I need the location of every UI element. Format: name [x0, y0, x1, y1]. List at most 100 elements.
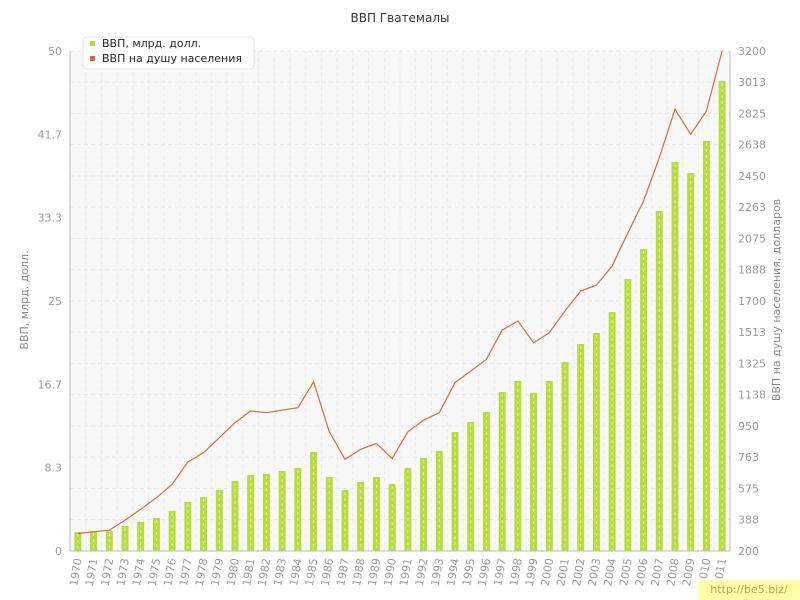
bar-1987 [341, 490, 349, 551]
legend-swatch-gdp [90, 41, 95, 46]
right-tick-label: 575 [738, 483, 759, 496]
right-tick-label: 3200 [738, 45, 766, 58]
bar-1973 [121, 526, 129, 551]
x-tick-label: 1983 [271, 557, 289, 587]
bar-1991 [404, 468, 412, 551]
chart-title: ВВП Гватемалы [351, 11, 450, 25]
right-tick-label: 200 [738, 545, 759, 558]
right-tick-label: 388 [738, 514, 759, 527]
left-tick-label: 41.7 [38, 128, 63, 141]
x-tick-label: 1979 [209, 557, 227, 587]
x-tick-label: 1985 [303, 557, 321, 587]
x-tick-label: 1989 [366, 557, 384, 587]
right-tick-label: 1700 [738, 295, 766, 308]
bar-2010 [702, 141, 710, 551]
x-tick-label: 1999 [523, 557, 541, 587]
x-tick-label: 1973 [114, 557, 132, 587]
legend-swatch-per-capita [90, 56, 95, 61]
left-tick-label: 8.3 [45, 462, 63, 475]
right-tick-label: 3013 [738, 76, 766, 89]
x-tick-label: 1993 [429, 557, 447, 587]
x-tick-label: 1980 [224, 557, 242, 587]
x-tick-label: 1974 [130, 557, 148, 587]
x-tick-label: 1986 [319, 557, 337, 587]
x-tick-label: 1990 [381, 557, 399, 587]
bar-1998 [514, 381, 522, 551]
x-tick-label: 2010 [696, 557, 714, 587]
bar-1977 [184, 502, 192, 551]
right-axis-ticks: 200 388 575 763 950 1138 1325 1513 1700 1888 2075 2… [738, 45, 766, 558]
bar-2000 [545, 381, 553, 551]
bar-2002 [577, 344, 585, 551]
x-tick-label: 1997 [491, 557, 509, 587]
legend: ВВП, млрд. долл. ВВП на душу населения [82, 36, 255, 70]
watermark: http://be5.biz/ [698, 580, 800, 600]
x-tick-label: 1976 [161, 557, 179, 587]
bar-2004 [608, 312, 616, 551]
left-axis-label: ВВП, млрд. долл. [18, 250, 31, 349]
x-tick-label: 1971 [83, 557, 101, 587]
x-tick-label: 2000 [539, 557, 557, 587]
x-tick-label: 1982 [256, 557, 274, 587]
left-tick-label: 33.3 [38, 212, 63, 225]
bar-2003 [592, 333, 600, 551]
x-tick-label: 1998 [507, 557, 525, 587]
x-tick-label: 2003 [586, 557, 604, 587]
right-tick-label: 2075 [738, 233, 766, 246]
x-tick-label: 1988 [350, 557, 368, 587]
x-tick-label: 2002 [570, 557, 588, 587]
left-tick-label: 0 [55, 545, 62, 558]
x-tick-label: 1994 [444, 557, 462, 587]
x-tick-label: 1970 [67, 557, 85, 587]
per-capita-polyline [77, 50, 723, 535]
bar-1984 [294, 468, 302, 551]
left-tick-label: 50 [48, 45, 62, 58]
x-tick-label: 1996 [476, 557, 494, 587]
x-tick-label: 2007 [649, 557, 667, 587]
x-tick-label: 2006 [633, 557, 651, 587]
x-tick-label: 2004 [601, 557, 619, 587]
x-tick-label: 1991 [397, 557, 415, 587]
bar-1999 [530, 393, 538, 551]
x-tick-label: 2001 [554, 557, 572, 587]
right-axis-label: ВВП на душу населения, долларов [770, 199, 783, 401]
right-tick-label: 950 [738, 420, 759, 433]
bar-1985 [310, 452, 318, 551]
right-tick-label: 1513 [738, 326, 766, 339]
x-tick-label: 1995 [460, 557, 478, 587]
legend-box [82, 36, 255, 70]
axes [69, 51, 731, 552]
bar-2006 [640, 249, 648, 551]
right-tick-label: 2825 [738, 108, 766, 121]
x-tick-label: 1978 [193, 557, 211, 587]
x-tick-label: 2009 [680, 557, 698, 587]
x-tick-label: 1992 [413, 557, 431, 587]
right-tick-label: 1138 [738, 389, 766, 402]
x-tick-label: 1981 [240, 557, 258, 587]
left-axis-ticks: 0 8.3 16.7 25 33.3 41.7 50 [38, 45, 63, 558]
x-tick-label: 2008 [664, 557, 682, 587]
left-tick-label: 16.7 [38, 378, 63, 391]
right-tick-label: 763 [738, 451, 759, 464]
legend-label-gdp: ВВП, млрд. долл. [102, 37, 201, 50]
x-tick-label: 1975 [146, 557, 164, 587]
left-tick-label: 25 [48, 295, 62, 308]
x-tick-label: 1972 [99, 557, 117, 587]
bar-1979 [215, 490, 223, 551]
legend-label-per-capita: ВВП на душу населения [102, 52, 242, 65]
right-tick-label: 1888 [738, 264, 766, 277]
bar-1986 [325, 477, 333, 551]
bar-1997 [498, 392, 506, 551]
x-tick-label: 1977 [177, 557, 195, 587]
x-axis-ticks: 1970197119721973197419751976197719781979… [67, 557, 729, 587]
x-tick-label: 1984 [287, 557, 305, 587]
right-tick-label: 2263 [738, 201, 766, 214]
bar-1994 [451, 432, 459, 551]
bar-1989 [372, 477, 380, 551]
right-tick-label: 2638 [738, 139, 766, 152]
x-tick-label: 1987 [334, 557, 352, 587]
right-tick-label: 2450 [738, 170, 766, 183]
bar-2011 [718, 81, 726, 551]
gdp-per-capita-line [77, 50, 723, 535]
